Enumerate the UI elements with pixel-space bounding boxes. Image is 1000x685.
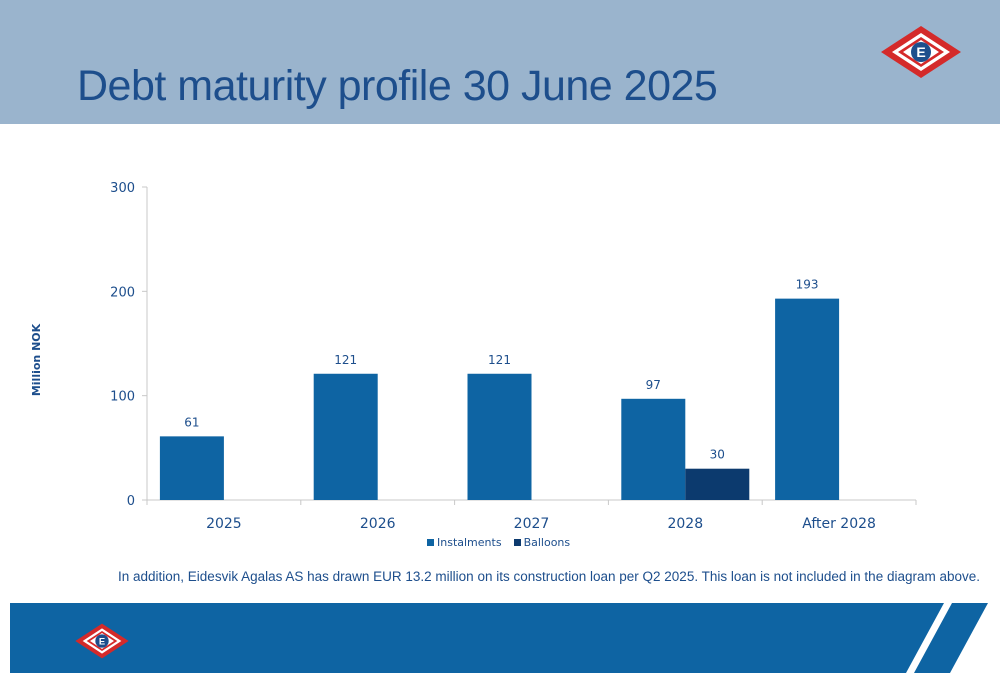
y-tick-label: 200: [110, 285, 135, 300]
footnote: In addition, Eidesvik Agalas AS has draw…: [118, 569, 981, 584]
eidesvik-footer-logo-icon: E: [75, 623, 129, 659]
legend-swatch-instalments: [427, 539, 434, 546]
x-tick-label: After 2028: [802, 516, 876, 532]
bar-instalments: [313, 373, 378, 500]
footer-logo-letter: E: [99, 636, 105, 646]
data-label: 193: [796, 278, 819, 292]
y-axis-title: Million NOK: [30, 323, 43, 397]
data-label: 121: [334, 353, 357, 367]
chart-legend: Instalments Balloons: [427, 536, 570, 549]
logo-letter: E: [916, 44, 925, 60]
data-label: 30: [710, 448, 725, 462]
x-tick-label: 2028: [667, 516, 703, 532]
x-tick-label: 2025: [206, 516, 242, 532]
bar-instalments: [775, 298, 840, 500]
legend-label-instalments: Instalments: [437, 536, 502, 549]
x-tick-label: 2026: [360, 516, 396, 532]
legend-swatch-balloons: [513, 539, 521, 546]
footer-bar: [0, 603, 1000, 685]
data-label: 121: [488, 353, 511, 367]
bar-balloons: [685, 468, 750, 500]
debt-maturity-chart: 0 100 200 300 2025 2026 2027 2028 After 2028 61 12…: [110, 181, 917, 532]
header-bar: [0, 0, 1000, 124]
legend-item-balloons: Balloons: [513, 536, 571, 549]
y-tick-label: 100: [110, 390, 135, 405]
eidesvik-logo-icon: E: [881, 26, 961, 78]
y-tick-label: 300: [110, 181, 135, 196]
data-label: 97: [646, 378, 661, 392]
data-label: 61: [184, 415, 199, 429]
chart-area: 0 100 200 300 2025 2026 2027 2028 After 2028 61 12…: [0, 160, 1000, 560]
bar-instalments: [159, 436, 224, 500]
legend-item-instalments: Instalments: [427, 536, 502, 549]
x-tick-label: 2027: [514, 516, 550, 532]
legend-label-balloons: Balloons: [523, 536, 571, 549]
bar-instalments: [621, 398, 686, 500]
bar-instalments: [467, 373, 532, 500]
y-tick-label: 0: [127, 494, 135, 509]
page-title: Debt maturity profile 30 June 2025: [77, 62, 718, 110]
footer-graphic: [10, 603, 988, 673]
